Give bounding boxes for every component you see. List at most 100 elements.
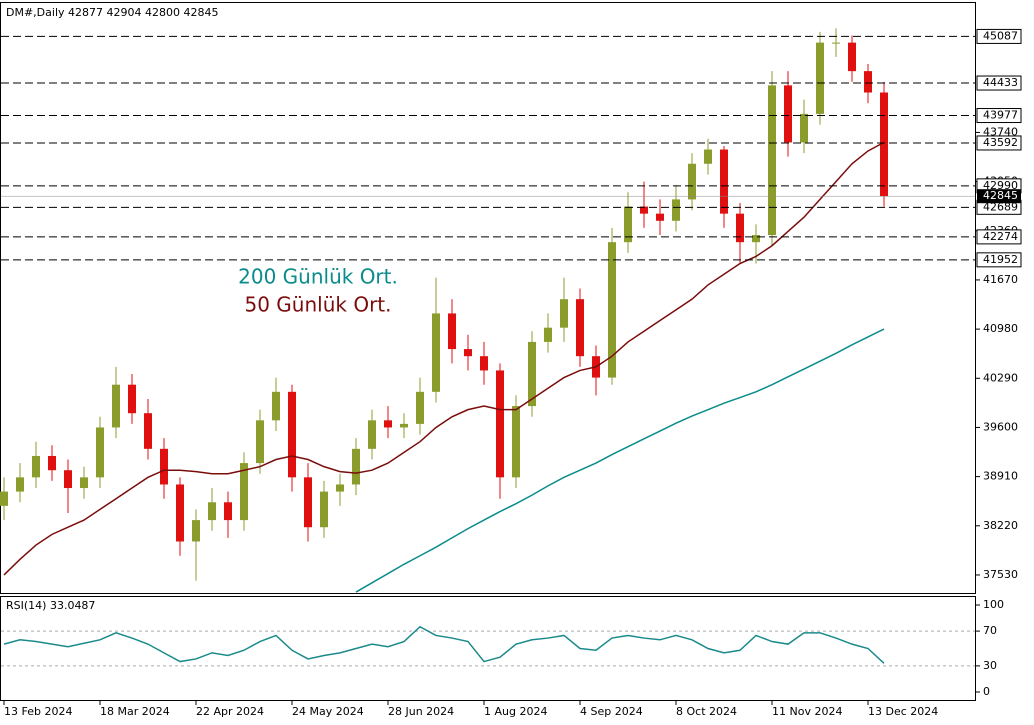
level-label: 42689: [983, 200, 1018, 213]
candle-body: [848, 42, 856, 72]
y-tick-label: 39600: [983, 420, 1018, 433]
candle-body: [880, 92, 888, 197]
x-tick-label: 18 Mar 2024: [100, 705, 170, 718]
level-label: 45087: [983, 29, 1018, 42]
level-box: [976, 135, 1022, 151]
last-price-label: 42845: [983, 189, 1018, 202]
legend-ma200: 200 Günlük Ort.: [238, 265, 398, 289]
candle-body: [768, 85, 776, 236]
main-panel: [0, 2, 976, 594]
candle-body: [544, 327, 552, 342]
y-tick-label: 37530: [983, 568, 1018, 581]
candle-body: [128, 384, 136, 414]
candle-body: [752, 235, 760, 243]
candle-body: [512, 406, 520, 478]
level-box: [976, 75, 1022, 91]
x-tick-label: 24 May 2024: [292, 705, 364, 718]
candle-body: [368, 420, 376, 449]
candle-body: [16, 477, 24, 492]
y-tick-label: 41670: [983, 273, 1018, 286]
candle-body: [160, 448, 168, 485]
candle-body: [288, 391, 296, 478]
level-label: 43977: [983, 109, 1018, 122]
candle-body: [576, 299, 584, 357]
candle-body: [720, 149, 728, 214]
y-tick-label: 0: [983, 685, 990, 698]
y-tick-label: 38910: [983, 470, 1018, 483]
y-tick-label: 70: [983, 624, 997, 637]
candle-body: [192, 520, 200, 542]
candle-body: [80, 477, 88, 489]
candle-body: [480, 356, 488, 371]
candle-body: [272, 391, 280, 421]
candle-body: [0, 491, 8, 506]
last-price-box: [977, 189, 1021, 204]
candle-body: [736, 213, 744, 243]
rsi-title: RSI(14) 33.0487: [6, 599, 95, 612]
candle-body: [384, 420, 392, 428]
y-tick-label: 40980: [983, 322, 1018, 335]
candle-body: [96, 427, 104, 478]
candle-body: [688, 163, 696, 200]
candle-body: [832, 42, 840, 44]
legend-ma50: 50 Günlük Ort.: [245, 293, 392, 317]
candle-body: [320, 491, 328, 528]
level-label: 44433: [983, 76, 1018, 89]
level-label: 41952: [983, 253, 1018, 266]
x-tick-label: 11 Nov 2024: [772, 705, 842, 718]
candle-body: [560, 299, 568, 328]
candle-body: [656, 213, 664, 221]
level-label: 43592: [983, 136, 1018, 149]
candle-body: [224, 502, 232, 521]
level-box: [976, 28, 1022, 44]
candle-body: [608, 242, 616, 378]
candle-body: [624, 206, 632, 243]
candle-body: [256, 420, 264, 464]
candle-body: [672, 199, 680, 221]
y-tick-label: 43740: [983, 125, 1018, 138]
x-tick-label: 4 Sep 2024: [580, 705, 643, 718]
candle-body: [112, 384, 120, 428]
level-label: 42990: [983, 179, 1018, 192]
y-tick-label: 38220: [983, 519, 1018, 532]
x-tick-label: 22 Apr 2024: [196, 705, 264, 718]
candle-body: [208, 502, 216, 521]
candle-body: [240, 463, 248, 521]
y-tick-label: 30: [983, 659, 997, 672]
level-box: [976, 108, 1022, 124]
candle-body: [336, 484, 344, 492]
level-label: 42274: [983, 230, 1018, 243]
candle-body: [144, 413, 152, 449]
candle-body: [496, 370, 504, 478]
candle-body: [176, 484, 184, 542]
candle-body: [784, 85, 792, 143]
candle-body: [816, 42, 824, 114]
candle-body: [432, 313, 440, 392]
candle-body: [800, 113, 808, 143]
series-line: [355, 328, 885, 593]
candle-body: [352, 448, 360, 485]
y-tick-label: 100: [983, 598, 1004, 611]
x-tick-label: 8 Oct 2024: [676, 705, 737, 718]
candle-body: [416, 391, 424, 424]
x-tick-label: 1 Aug 2024: [484, 705, 547, 718]
y-tick-label: 40290: [983, 371, 1018, 384]
chart-title: DM#,Daily 42877 42904 42800 42845: [6, 6, 218, 19]
series-line: [3, 625, 885, 664]
candle-body: [48, 455, 56, 471]
candle-body: [64, 470, 72, 489]
candle-body: [528, 341, 536, 407]
candle-body: [640, 206, 648, 214]
x-tick-label: 13 Dec 2024: [868, 705, 938, 718]
level-box: [976, 229, 1022, 245]
series-line: [3, 141, 885, 576]
x-tick-label: 13 Feb 2024: [4, 705, 72, 718]
candle-body: [32, 455, 40, 478]
candle-body: [864, 71, 872, 93]
candle-body: [304, 477, 312, 528]
candle-body: [704, 149, 712, 164]
candle-body: [400, 423, 408, 428]
level-box: [976, 252, 1022, 268]
candle-body: [464, 349, 472, 357]
